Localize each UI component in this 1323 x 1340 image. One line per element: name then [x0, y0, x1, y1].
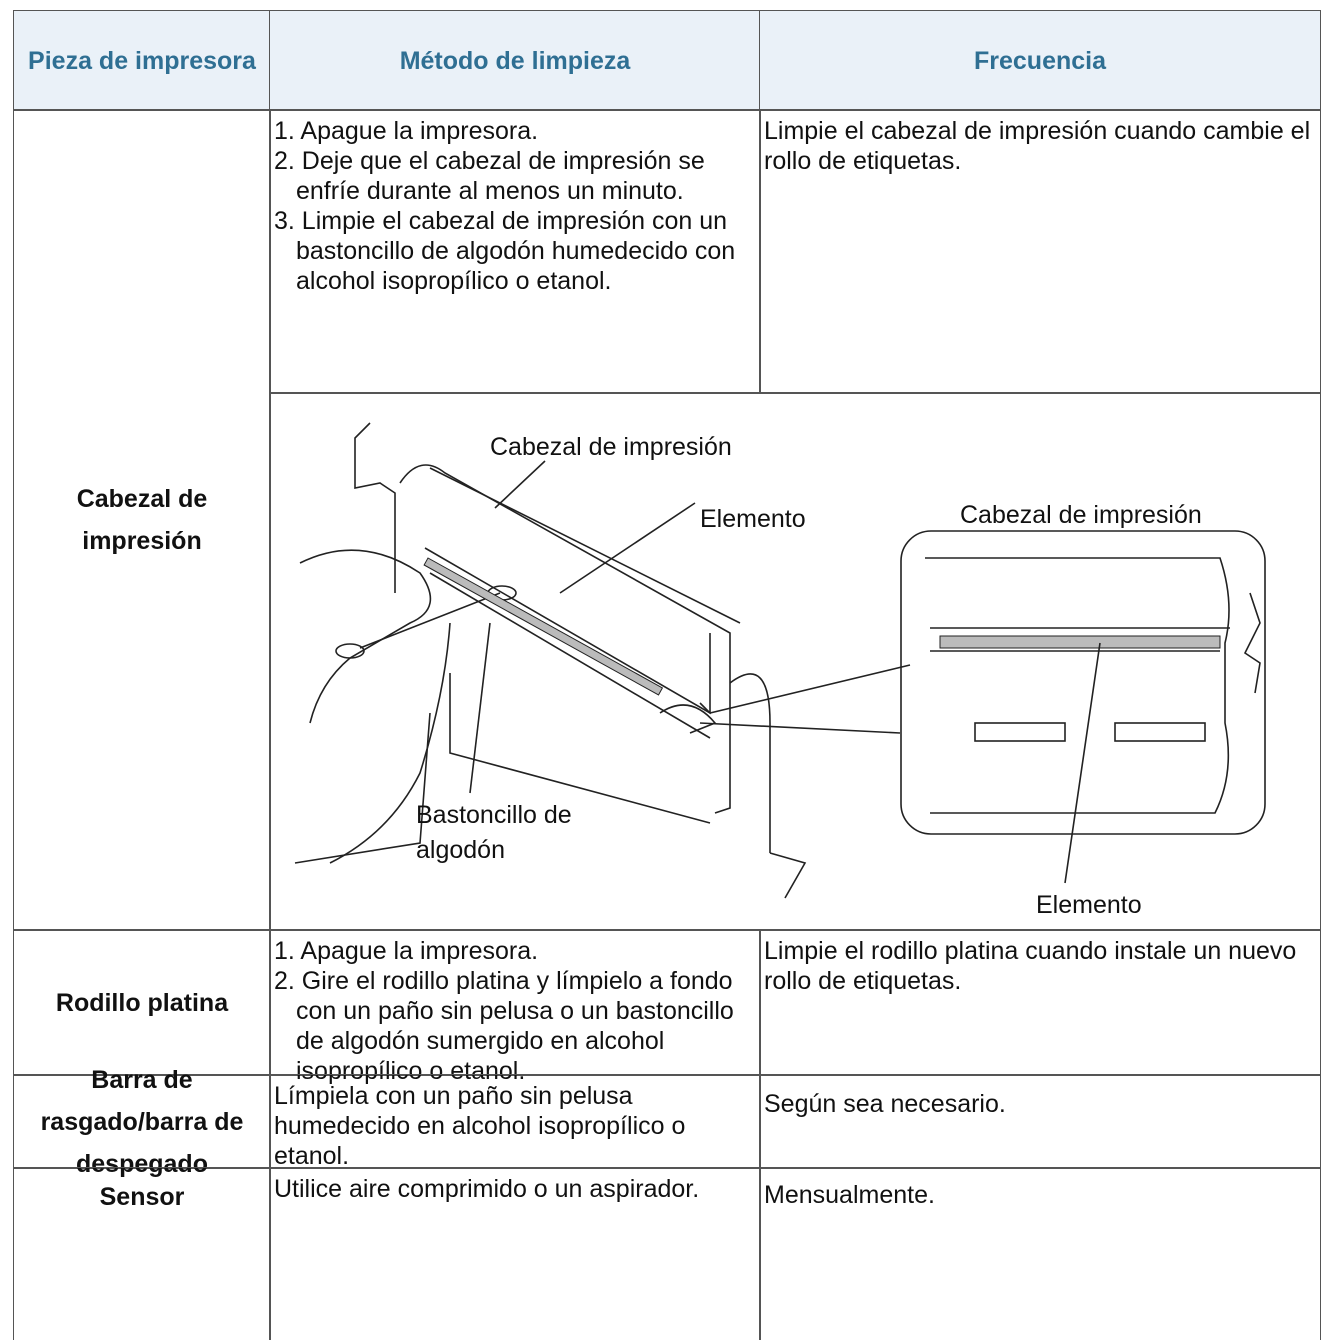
method-item: 2. Gire el rodillo platina y límpielo a …: [274, 967, 734, 1085]
figure-label: Elemento: [1036, 891, 1142, 919]
method-item: 2. Deje que el cabezal de impresión se e…: [274, 147, 705, 205]
figure-label: Cabezal de impresión: [490, 433, 732, 461]
method-item: Utilice aire comprimido o un aspirador.: [274, 1175, 700, 1203]
header-cell: Frecuencia: [759, 10, 1321, 111]
leader-lines: [469, 460, 1101, 884]
method-item: 1. Apague la impresora.: [274, 117, 539, 145]
illustration: Cabezal de impresión Elemento Cabezal de…: [294, 422, 1266, 919]
part-cell: Barra de rasgado/barra de despegado: [13, 1066, 271, 1178]
header-cell: Método de limpieza: [269, 10, 761, 111]
method-cell: Límpiela con un paño sin pelusa humedeci…: [269, 1074, 761, 1170]
frequency-cell: Según sea necesario.: [759, 1074, 1321, 1169]
figure-cell: Cabezal de impresión Elemento Cabezal de…: [269, 392, 1321, 931]
printer-drawing: [294, 422, 1266, 899]
header-cell: Pieza de impresora: [13, 10, 271, 111]
method-item: 1. Apague la impresora.: [274, 937, 539, 965]
method-item: Límpiela con un paño sin pelusa humedeci…: [274, 1082, 686, 1170]
part-cell: Cabezal de impresión: [13, 109, 271, 931]
part-cell: Sensor: [13, 1167, 271, 1340]
frequency-cell: Mensualmente.: [759, 1167, 1321, 1340]
figure-label: Cabezal de impresión: [960, 501, 1202, 529]
figure-label: Bastoncillo de: [416, 801, 572, 829]
method-cell: Utilice aire comprimido o un aspirador.: [269, 1167, 761, 1340]
frequency-cell: Limpie el rodillo platina cuando instale…: [759, 929, 1321, 1076]
method-cell: 1. Apague la impresora. 2. Gire el rodill…: [269, 929, 761, 1085]
figure-label: algodón: [416, 836, 505, 864]
figure-label: Elemento: [700, 505, 806, 533]
frequency-cell: Limpie el cabezal de impresión cuando ca…: [759, 109, 1321, 394]
method-cell: 1. Apague la impresora. 2. Deje que el ca…: [269, 109, 761, 394]
method-item: 3. Limpie el cabezal de impresión con un…: [274, 207, 736, 295]
part-cell: Rodillo platina: [13, 929, 271, 1076]
